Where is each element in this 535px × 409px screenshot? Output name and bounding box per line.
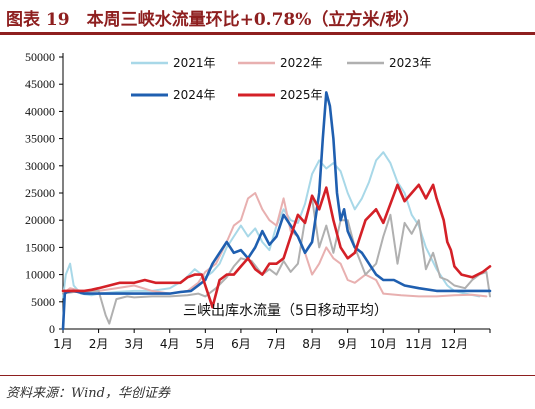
y-tick-label: 10000 (25, 268, 55, 282)
x-tick-label: 6月 (231, 337, 251, 351)
y-tick-label: 40000 (25, 104, 55, 118)
legend: 2021年 2022年 2023年 2024年 2025年 (131, 56, 432, 102)
y-tick-label: 35000 (25, 132, 55, 146)
series-layer (61, 91, 492, 331)
x-tick-label: 2月 (89, 337, 109, 351)
x-tick-label: 12月 (441, 337, 468, 351)
footer-rule (0, 375, 535, 376)
x-tick-label: 4月 (160, 337, 180, 351)
legend-label: 2023年 (389, 56, 432, 70)
y-axis: 0 5000 10000 15000 20000 25000 30000 35000 40000… (25, 50, 64, 336)
x-tick-label: 9月 (338, 337, 358, 351)
line-chart: 0 5000 10000 15000 20000 25000 30000 35000 40000… (25, 50, 492, 351)
chart-annotation: 三峡出库水流量（5日移动平均） (183, 303, 388, 319)
x-tick-label: 8月 (302, 337, 322, 351)
series-line-2025年 (61, 183, 492, 309)
y-tick-label: 15000 (25, 240, 55, 254)
legend-label: 2021年 (173, 56, 216, 70)
source-note: 资料来源：Wind，华创证券 (6, 386, 170, 401)
y-tick-label: 25000 (25, 186, 55, 200)
title-rule (0, 32, 535, 35)
x-tick-label: 1月 (53, 337, 73, 351)
legend-label: 2022年 (280, 56, 323, 70)
x-axis: 1月 2月 3月 4月 5月 6月 7月 8月 9月 10月 11月 12月 (53, 328, 491, 351)
x-tick-label: 3月 (124, 337, 144, 351)
figure-title: 图表 19 本周三峡水流量环比+0.78%（立方米/秒） (6, 10, 420, 30)
series-line-2024年 (61, 91, 492, 331)
y-tick-label: 0 (49, 322, 55, 336)
title-bar: 图表 19 本周三峡水流量环比+0.78%（立方米/秒） (0, 0, 535, 32)
legend-label: 2024年 (173, 88, 216, 102)
x-tick-label: 10月 (370, 337, 397, 351)
x-tick-label: 7月 (267, 337, 287, 351)
y-tick-label: 30000 (25, 159, 55, 173)
y-tick-label: 5000 (31, 295, 55, 309)
y-tick-label: 50000 (25, 50, 55, 64)
x-tick-label: 11月 (405, 337, 432, 351)
y-tick-label: 20000 (25, 213, 55, 227)
x-tick-label: 5月 (196, 337, 216, 351)
series-line-2022年 (62, 192, 488, 298)
plot-area: 0 5000 10000 15000 20000 25000 30000 35000 40000… (25, 50, 492, 351)
legend-label: 2025年 (280, 88, 323, 102)
y-tick-label: 45000 (25, 77, 55, 91)
